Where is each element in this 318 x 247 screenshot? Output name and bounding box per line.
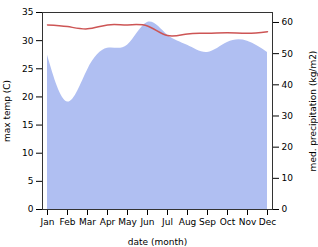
svg-text:15: 15: [22, 120, 33, 130]
svg-text:0: 0: [28, 204, 34, 214]
svg-text:Jul: Jul: [161, 217, 173, 227]
svg-text:Feb: Feb: [60, 217, 76, 227]
svg-text:35: 35: [22, 7, 33, 17]
svg-text:30: 30: [22, 36, 34, 46]
svg-text:Apr: Apr: [100, 217, 116, 227]
svg-text:Sep: Sep: [199, 217, 216, 227]
svg-text:50: 50: [282, 49, 294, 59]
svg-text:30: 30: [282, 111, 294, 121]
svg-text:60: 60: [282, 17, 294, 27]
svg-text:25: 25: [22, 64, 33, 74]
svg-text:max temp (C): max temp (C): [2, 80, 12, 142]
svg-text:10: 10: [282, 173, 294, 183]
svg-text:med. precipitation (kg/m2): med. precipitation (kg/m2): [308, 51, 318, 172]
svg-text:Dec: Dec: [259, 217, 276, 227]
svg-text:20: 20: [22, 92, 34, 102]
svg-text:date (month): date (month): [128, 237, 187, 247]
svg-text:40: 40: [282, 80, 294, 90]
svg-text:0: 0: [282, 204, 288, 214]
svg-text:Aug: Aug: [179, 217, 197, 227]
svg-text:Jun: Jun: [139, 217, 154, 227]
svg-text:May: May: [118, 217, 137, 227]
svg-text:5: 5: [28, 176, 34, 186]
svg-text:Jan: Jan: [40, 217, 55, 227]
svg-text:Mar: Mar: [79, 217, 96, 227]
svg-text:10: 10: [22, 148, 34, 158]
svg-text:20: 20: [282, 142, 294, 152]
svg-text:Nov: Nov: [239, 217, 257, 227]
svg-text:Oct: Oct: [220, 217, 236, 227]
